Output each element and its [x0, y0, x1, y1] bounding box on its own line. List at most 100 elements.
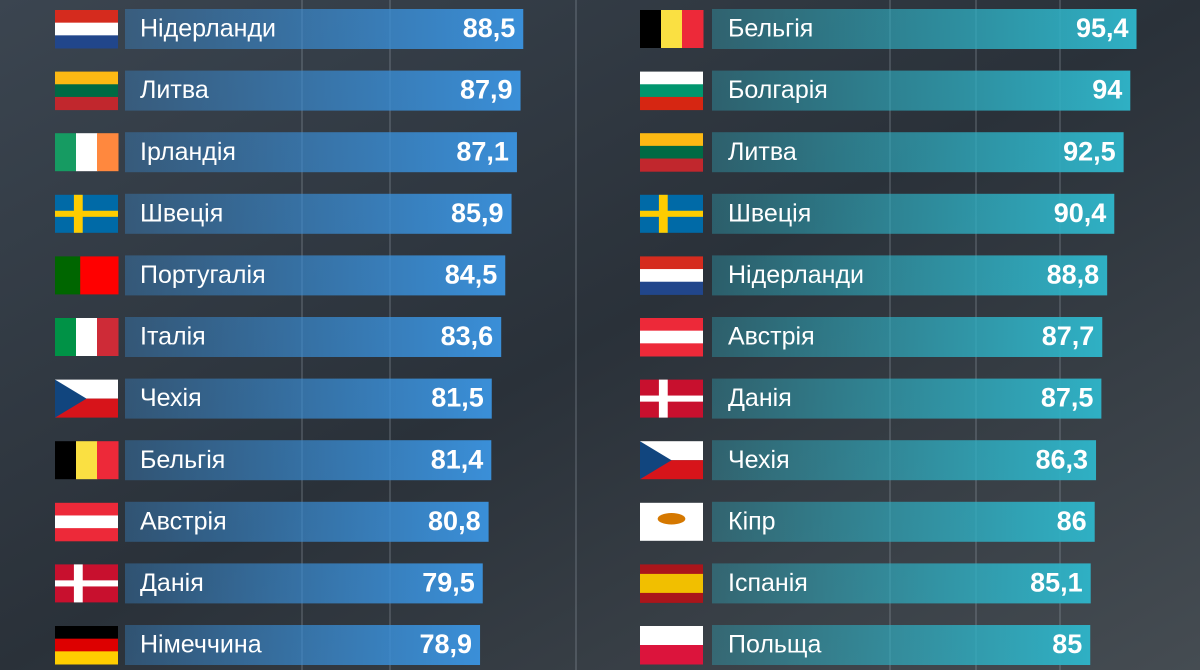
flag [640, 256, 703, 295]
flag [55, 379, 118, 418]
flag-stripe [55, 502, 118, 516]
flag [640, 10, 704, 48]
value-label: 85,9 [451, 198, 504, 228]
flag-stripe [640, 71, 703, 85]
flag-stripe [640, 330, 703, 344]
flag [640, 318, 703, 357]
value-label: 81,4 [431, 444, 484, 474]
category-label: Чехія [140, 384, 202, 412]
category-label: Литва [728, 138, 797, 166]
value-label: 87,1 [456, 136, 509, 166]
value-label: 88,8 [1047, 260, 1100, 290]
flag [55, 502, 118, 542]
flag-stripe [55, 35, 118, 49]
category-label: Польща [728, 631, 822, 659]
flag-island [657, 513, 686, 525]
flag [640, 441, 703, 480]
flag-stripe [640, 158, 703, 172]
flag [640, 564, 703, 603]
flag-stripe [640, 84, 703, 98]
flag-triangle [55, 379, 87, 418]
bar [125, 193, 512, 234]
flag [55, 564, 118, 603]
value-label: 84,5 [445, 260, 498, 290]
value-label: 87,9 [460, 75, 513, 105]
value-label: 86,3 [1035, 444, 1088, 474]
flag-stripe [97, 318, 119, 356]
bar [712, 193, 1115, 234]
category-label: Литва [140, 76, 209, 104]
bar [712, 563, 1091, 604]
flag [55, 133, 119, 172]
flag [640, 71, 703, 111]
flag-stripe [640, 96, 703, 111]
flag-stripe [55, 96, 118, 111]
flag [640, 133, 703, 172]
flag-triangle [640, 441, 672, 480]
value-label: 95,4 [1076, 13, 1129, 43]
flag-stripe [76, 318, 98, 356]
value-label: 92,5 [1063, 136, 1116, 166]
flag-stripe [55, 515, 118, 529]
flag [55, 194, 118, 233]
category-label: Чехія [728, 446, 790, 474]
flag-stripe [640, 269, 703, 283]
flag-stripe [55, 651, 118, 665]
flag [55, 256, 119, 295]
bar [125, 563, 483, 604]
category-label: Німеччина [140, 631, 262, 659]
bar [712, 255, 1108, 296]
flag-stripe [661, 10, 683, 48]
value-label: 85,1 [1030, 568, 1083, 598]
flag [640, 626, 703, 665]
category-label: Нідерланди [728, 261, 864, 289]
category-label: Іспанія [728, 569, 808, 597]
category-label: Нідерланди [140, 15, 276, 43]
value-label: 94 [1092, 75, 1122, 105]
category-label: Кіпр [728, 507, 776, 535]
flag-stripe [55, 71, 118, 85]
category-label: Ірландія [140, 138, 236, 166]
value-label: 80,8 [428, 506, 481, 536]
category-label: Австрія [140, 507, 227, 535]
bar [125, 440, 492, 481]
value-label: 87,5 [1041, 383, 1094, 413]
flag [55, 318, 119, 356]
flag-stripe [640, 592, 703, 603]
flag-stripe [55, 84, 118, 98]
flag [55, 71, 118, 111]
bar [712, 625, 1091, 665]
category-label: Італія [140, 323, 206, 351]
bar [125, 70, 521, 111]
flag-cross [640, 210, 703, 217]
value-label: 83,6 [441, 321, 494, 351]
flag-cross [640, 395, 703, 402]
category-label: Бельгія [140, 446, 225, 474]
value-label: 86 [1057, 506, 1087, 536]
flag-cross [55, 580, 118, 587]
flag-stripe [640, 256, 703, 270]
flag-stripe [76, 441, 98, 480]
flag [55, 626, 118, 665]
bar [125, 378, 492, 419]
flag-stripe [55, 441, 77, 480]
value-label: 78,9 [419, 629, 472, 659]
bar [712, 317, 1103, 357]
value-label: 81,5 [431, 383, 484, 413]
flag-stripe [640, 645, 703, 665]
flag-stripe [80, 256, 119, 295]
flag-stripe [55, 318, 77, 356]
bar [712, 440, 1097, 481]
flag-stripe [55, 626, 118, 640]
flag-stripe [97, 441, 119, 480]
bar [125, 317, 502, 357]
bar [125, 9, 524, 49]
category-label: Швеція [728, 199, 811, 227]
category-label: Болгарія [728, 76, 828, 104]
flag-stripe [640, 133, 703, 147]
value-label: 87,7 [1042, 321, 1095, 351]
category-label: Швеція [140, 199, 223, 227]
flag-stripe [55, 10, 118, 24]
bar [125, 255, 506, 296]
